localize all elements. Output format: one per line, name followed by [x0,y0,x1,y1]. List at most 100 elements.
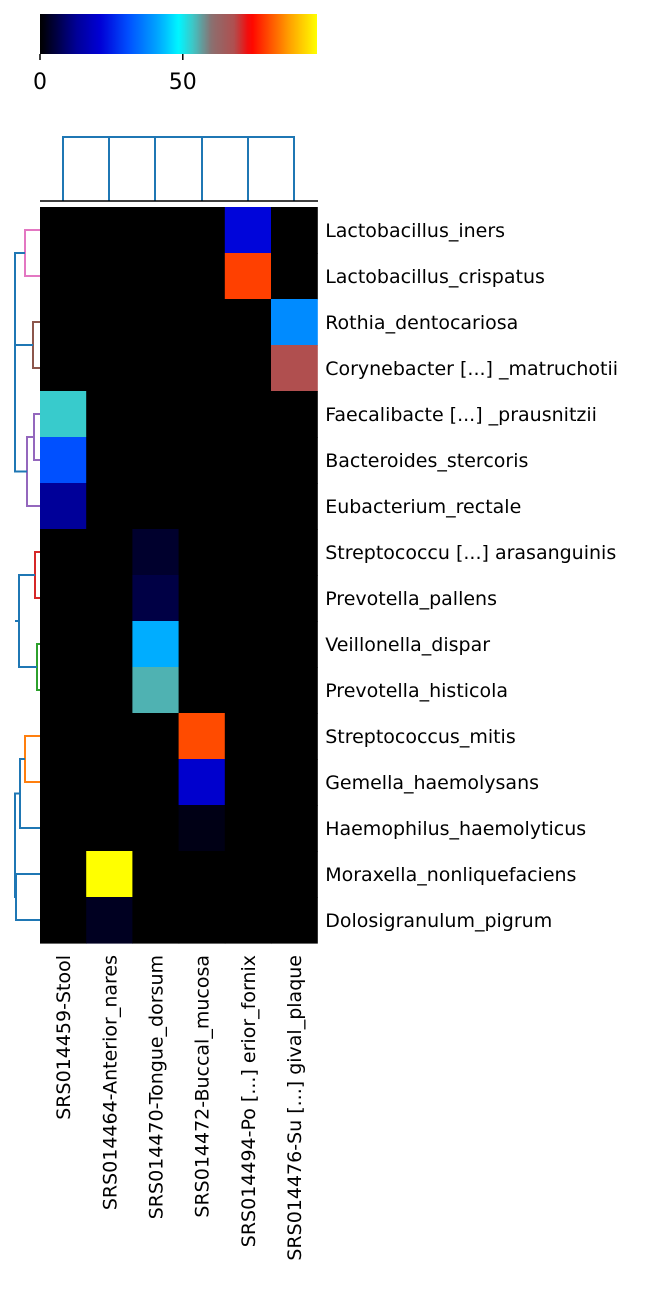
heatmap-cell [132,345,180,392]
heatmap-cell [271,897,318,944]
heatmap-cell [40,253,87,300]
colorbar-bar [40,14,317,54]
heatmap-cell [86,207,133,254]
heatmap-cell [86,805,133,852]
row-label: Prevotella_histicola [325,680,508,702]
heatmap-cell [132,759,180,806]
row-label: Haemophilus_haemolyticus [325,818,586,840]
dendrogram-link [14,792,20,898]
row-label: Moraxella_nonliquefaciens [325,864,576,886]
dendrogram-cluster-streptococcus [34,551,40,599]
colorbar-tick-label: 50 [169,70,197,95]
heatmap-cell [86,391,133,438]
heatmap-cell [86,575,133,622]
heatmap-cell [271,437,318,484]
heatmap-cell [271,483,318,530]
heatmap-cell [178,667,226,714]
heatmap-cell [178,207,226,254]
heatmap-cell [40,299,87,346]
row-labels: Lactobacillus_iners Lactobacillus_crispat… [325,220,618,932]
heatmap-cell [224,851,272,898]
heatmap-cell [132,805,180,852]
heatmap-cell [271,391,318,438]
row-label: Lactobacillus_iners [325,220,505,242]
heatmap-cell [132,851,180,898]
row-label: Faecalibacte [...] _prausnitzii [325,404,597,426]
heatmap-cell [86,897,133,944]
column-dendrogram [40,136,318,202]
heatmap-cell [40,897,87,944]
heatmap-cell [271,851,318,898]
heatmap-cell [132,437,180,484]
heatmap-cell [178,713,226,760]
heatmap-cell [40,621,87,668]
heatmap-cell [40,345,87,392]
row-label: Dolosigranulum_pigrum [325,910,552,932]
colorbar: 0 50 [33,14,317,95]
heatmap-cell [224,253,272,300]
heatmap-cell [86,667,133,714]
heatmap-cell [40,483,87,530]
heatmap-cell [178,897,226,944]
heatmap-cell [132,253,180,300]
heatmap-cell [40,851,87,898]
heatmap-cell [40,759,87,806]
heatmap-cell [224,575,272,622]
heatmap-cell [86,621,133,668]
column-label: SRS014476-Su [...] gival_plaque [284,955,306,1261]
column-label: SRS014472-Buccal_mucosa [192,955,214,1218]
row-label: Lactobacillus_crispatus [325,266,545,288]
heatmap-cell [224,621,272,668]
heatmap-cell [178,805,226,852]
heatmap-cell [271,667,318,714]
heatmap-cell [178,483,226,530]
column-label: SRS014470-Tongue_dorsum [146,955,168,1219]
heatmap-cell [86,483,133,530]
heatmap-cell [224,759,272,806]
heatmap-cell [86,851,133,898]
heatmap-cell [178,391,226,438]
column-label: SRS014494-Po [...] erior_fornix [238,955,260,1247]
dendrogram-cluster-oral-plaque [32,321,40,369]
colorbar-tick-label: 0 [33,70,47,95]
heatmap-cell [224,437,272,484]
heatmap-cell [178,759,226,806]
heatmap-cell [86,299,133,346]
heatmap-cell [224,897,272,944]
heatmap-cell [86,253,133,300]
heatmap-cell [40,805,87,852]
heatmap-cell [224,345,272,392]
dendrogram-link [14,299,27,473]
heatmap-cell [178,253,226,300]
heatmap-cell [178,621,226,668]
heatmap-cell [86,529,133,576]
heatmap-cell [132,207,180,254]
heatmap-cell [86,345,133,392]
dendrogram-cluster-tongue [36,643,40,691]
heatmap [40,207,318,944]
row-label: Bacteroides_stercoris [325,450,528,472]
heatmap-cell [271,805,318,852]
heatmap-cell [178,299,226,346]
row-label: Eubacterium_rectale [325,496,521,518]
row-label: Rothia_dentocariosa [325,312,518,334]
heatmap-cell [40,391,87,438]
heatmap-cell [224,713,272,760]
heatmap-cell [224,667,272,714]
heatmap-cell [86,713,133,760]
dendrogram-cluster-gut-a [33,413,40,461]
column-dendrogram-links [62,136,295,201]
dendrogram-cluster-buccal [24,735,40,783]
heatmap-cell [271,713,318,760]
row-dendrogram [14,229,40,921]
heatmap-cell [40,437,87,484]
heatmap-cell [271,207,318,254]
heatmap-cell [271,575,318,622]
heatmap-cell [178,529,226,576]
heatmap-cell [132,575,180,622]
heatmap-cell [132,483,180,530]
heatmap-cell [178,851,226,898]
heatmap-cell [132,529,180,576]
row-label: Streptococcu [...] arasanguinis [325,542,616,564]
